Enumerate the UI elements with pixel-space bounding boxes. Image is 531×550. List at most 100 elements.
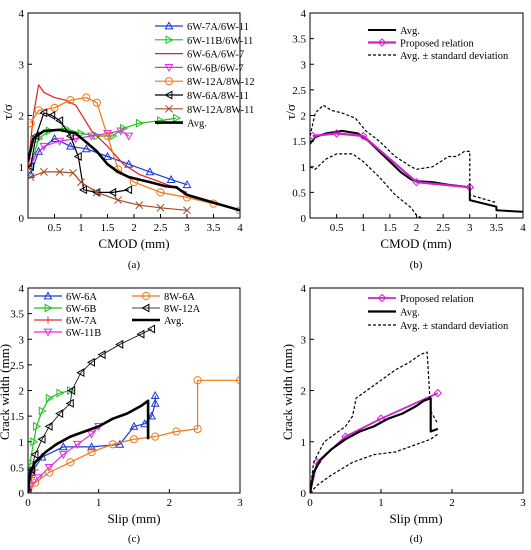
series-point-a-3-2 <box>55 137 65 146</box>
series-line-c-6 <box>28 399 150 493</box>
legend-marker-a-4 <box>164 77 174 86</box>
series-point-a-6-0 <box>28 173 35 181</box>
series-point-c-3-3 <box>44 463 54 473</box>
series-point-c-1-4 <box>38 406 47 416</box>
series-point-a-5-6 <box>73 152 82 161</box>
y-axis-label-d: Crack width (mm) <box>280 344 295 440</box>
x-tick-label-a-7: 4 <box>237 222 243 234</box>
legend-a: 6W-7A/6W-11 6W-11B/6W-11 6W-6A/6W-7 6W-6B/6… <box>155 21 255 130</box>
series-line-c-1 <box>28 389 71 493</box>
series-point-a-0-4 <box>81 144 91 153</box>
series-point-c-0-8 <box>147 411 157 420</box>
series-point-a-5-3 <box>47 111 56 120</box>
series-point-a-6-5 <box>92 188 101 197</box>
plot-frame-d <box>309 287 524 494</box>
series-point-c-0-5 <box>115 439 125 448</box>
series-point-c-4-4 <box>87 447 96 457</box>
series-line-d-2 <box>310 351 439 493</box>
series-point-a-0-8 <box>166 174 176 183</box>
y-axis-label-a: τ/σ <box>0 104 15 120</box>
legend-marker-c-5 <box>141 303 150 313</box>
series-point-a-3-1 <box>39 142 49 151</box>
legend-label-c-4: 8W-6A <box>164 292 195 303</box>
series-point-a-6-8 <box>156 203 165 212</box>
series-point-c-4-5 <box>108 440 117 449</box>
y-tick-label-b-2: 1 <box>301 162 307 174</box>
series-point-a-5-10 <box>124 185 133 195</box>
legend-marker-c-0 <box>43 291 53 300</box>
series-point-a-1-8 <box>135 118 144 128</box>
panel-label-b: (b) <box>410 259 423 271</box>
series-point-c-4-7 <box>151 432 160 441</box>
legend-marker-a-6 <box>165 104 173 113</box>
x-tick-label-b-7: 4 <box>520 222 526 234</box>
series-point-a-6-3 <box>69 168 78 177</box>
series-line-b-3 <box>310 153 423 218</box>
x-tick-label-a-4: 2.5 <box>154 222 168 234</box>
series-line-c-3 <box>28 425 100 493</box>
series-point-a-5-9 <box>108 187 117 197</box>
series-point-a-6-6 <box>114 196 123 205</box>
y-tick-label-c-0: 0 <box>19 488 25 500</box>
series-point-c-3-2 <box>34 474 44 483</box>
x-tick-label-a-3: 2 <box>131 222 137 234</box>
legend-label-c-0: 6W-6A <box>66 292 97 303</box>
x-axis-label-a: CMOD (mm) <box>98 236 169 251</box>
series-point-a-5-8 <box>92 187 101 197</box>
legend-label-a-2: 6W-6A/6W-7 <box>187 50 244 61</box>
series-point-a-4-3 <box>66 96 75 105</box>
y-tick-label-c-3: 1.5 <box>10 411 24 423</box>
series-point-c-4-10 <box>193 376 202 385</box>
legend-marker-d-0 <box>377 293 387 303</box>
x-tick-label-c-0: 0 <box>25 497 31 509</box>
y-tick-label-c-2: 1 <box>19 437 25 449</box>
series-point-c-0-3 <box>58 442 68 451</box>
series-point-d-0-4 <box>433 388 443 398</box>
legend-marker-c-3 <box>43 328 53 337</box>
legend-label-a-5: 8W-6A/8W-11 <box>187 91 249 102</box>
x-tick-label-a-5: 3 <box>184 222 190 234</box>
x-tick-label-b-3: 2 <box>414 222 420 234</box>
series-point-c-5-8 <box>76 368 85 378</box>
x-tick-label-a-0: 0.5 <box>48 222 62 234</box>
y-tick-label-c-7: 3.5 <box>10 309 24 321</box>
series-point-c-5-7 <box>67 386 76 395</box>
series-point-a-1-6 <box>109 131 118 141</box>
series-point-a-3-3 <box>71 135 81 144</box>
y-tick-label-b-3: 1.5 <box>292 136 306 148</box>
series-point-a-3-4 <box>87 132 97 141</box>
series-line-a-6 <box>30 171 188 211</box>
x-tick-label-b-6: 3.5 <box>490 222 504 234</box>
series-line-c-0 <box>28 395 156 493</box>
x-axis-label-c: Slip (mm) <box>107 511 160 526</box>
legend-label-c-3: 6W-11B <box>66 328 101 339</box>
series-point-a-3-6 <box>116 127 126 136</box>
legend-label-c-6: Avg. <box>164 316 184 327</box>
panel-label-a: (a) <box>128 259 141 271</box>
x-tick-label-c-3: 3 <box>237 497 243 509</box>
y-tick-label-c-4: 2 <box>19 386 25 398</box>
series-point-c-5-6 <box>65 398 74 408</box>
series-point-a-3-0 <box>28 158 36 167</box>
series-point-a-3-7 <box>124 132 134 141</box>
plot-area-b <box>310 104 523 218</box>
series-point-a-1-4 <box>77 128 86 138</box>
series-point-a-4-5 <box>92 98 102 107</box>
series-point-a-4-0 <box>28 119 35 128</box>
y-tick-label-b-0: 0 <box>301 213 307 225</box>
legend-label-a-4: 8W-12A/8W-12 <box>187 77 255 88</box>
y-axis-label-b: τ/σ <box>283 104 298 120</box>
series-point-c-4-2 <box>45 468 54 477</box>
x-tick-label-b-1: 1 <box>361 222 367 234</box>
y-tick-label-b-8: 4 <box>301 8 307 20</box>
y-tick-label-d-1: 1 <box>301 437 307 449</box>
series-point-a-0-5 <box>103 151 112 160</box>
x-axis-label-b: CMOD (mm) <box>380 236 451 251</box>
series-point-a-3-5 <box>103 130 112 139</box>
series-point-c-4-9 <box>193 424 202 434</box>
y-tick-label-b-7: 3.5 <box>292 34 306 46</box>
legend-label-c-2: 6W-7A <box>66 316 97 327</box>
series-point-c-1-1 <box>28 458 35 466</box>
series-line-c-4 <box>28 379 240 493</box>
